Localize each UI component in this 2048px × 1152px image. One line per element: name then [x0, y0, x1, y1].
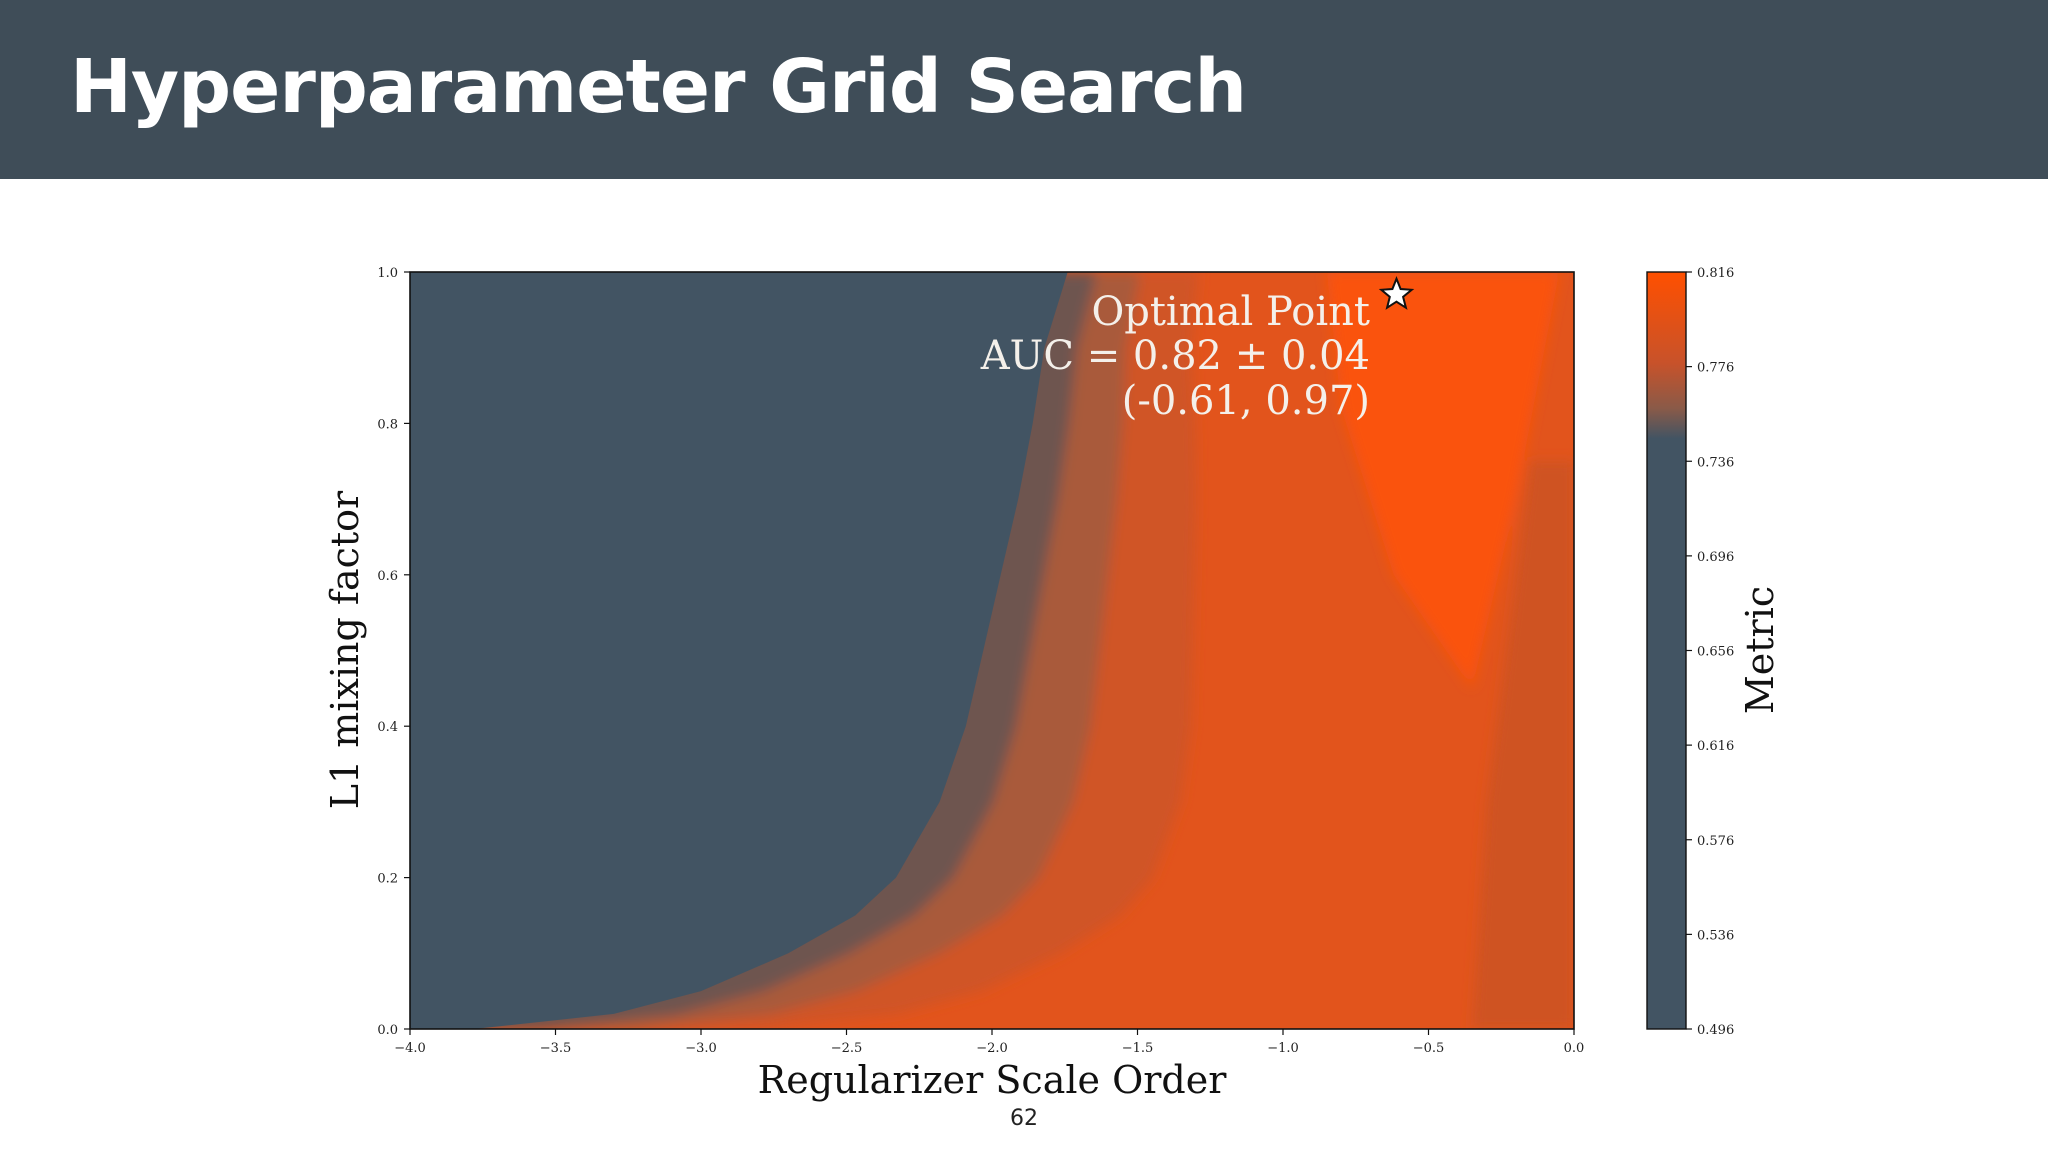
x-tick-label: −1.0 — [1267, 1041, 1299, 1056]
colorbar — [1646, 271, 1687, 1030]
x-tick-label: −0.5 — [1413, 1041, 1445, 1056]
x-tick-label: −2.5 — [831, 1041, 863, 1056]
y-tick-label: 0.0 — [377, 1023, 398, 1038]
x-tick-label: −2.0 — [976, 1041, 1008, 1056]
y-tick-label: 1.0 — [377, 266, 398, 281]
colorbar-tick-label: 0.776 — [1697, 361, 1734, 376]
title-bar: Hyperparameter Grid Search — [0, 0, 2048, 179]
low-metric-region — [410, 272, 1068, 1029]
y-axis-ticks: 0.0 0.2 0.4 0.6 0.8 1.0 — [377, 266, 410, 1038]
colorbar-tick-label: 0.616 — [1697, 739, 1734, 754]
optimal-point-star-icon — [1378, 275, 1415, 310]
annotation-coords: (-0.61, 0.97) — [1122, 378, 1370, 424]
colorbar-tick-label: 0.656 — [1697, 645, 1734, 660]
colorbar-tick-label: 0.536 — [1697, 928, 1734, 943]
colorbar-ticks: 0.496 0.536 0.576 0.616 0.656 0.696 0.736 0.776… — [1686, 266, 1734, 1038]
edge-region — [1472, 461, 1574, 1029]
x-axis-ticks: −4.0 −3.5 −3.0 −2.5 −2.0 −1.5 −1.0 −0.5 0.0 — [394, 1029, 1584, 1056]
colorbar-tick-label: 0.736 — [1697, 455, 1734, 470]
x-axis-label: Regularizer Scale Order — [758, 1058, 1228, 1102]
colorbar-tick-label: 0.816 — [1697, 266, 1734, 281]
colorbar-tick-label: 0.696 — [1697, 550, 1734, 565]
y-tick-label: 0.8 — [377, 417, 398, 432]
colorbar-label: Metric — [1738, 586, 1782, 714]
y-tick-label: 0.6 — [377, 569, 398, 584]
annotation-title: Optimal Point — [1091, 289, 1370, 335]
colorbar-tick-label: 0.496 — [1697, 1023, 1734, 1038]
y-axis-label: L1 mixing factor — [323, 490, 367, 809]
annotation-auc: AUC = 0.82 ± 0.04 — [980, 333, 1370, 379]
x-tick-label: 0.0 — [1564, 1041, 1585, 1056]
page-number: 62 — [1010, 1106, 1038, 1131]
colorbar-tick-label: 0.576 — [1697, 834, 1734, 849]
peak-region — [1326, 272, 1560, 689]
x-tick-label: −3.0 — [685, 1041, 717, 1056]
x-tick-label: −4.0 — [394, 1041, 426, 1056]
heatmap-surface — [410, 272, 1574, 1029]
y-tick-label: 0.2 — [377, 872, 398, 887]
x-tick-label: −1.5 — [1122, 1041, 1154, 1056]
slide-title: Hyperparameter Grid Search — [70, 44, 1247, 130]
optimal-point-annotation: Optimal Point AUC = 0.82 ± 0.04 (-0.61, … — [980, 289, 1370, 424]
x-tick-label: −3.5 — [540, 1041, 572, 1056]
y-tick-label: 0.4 — [377, 720, 398, 735]
